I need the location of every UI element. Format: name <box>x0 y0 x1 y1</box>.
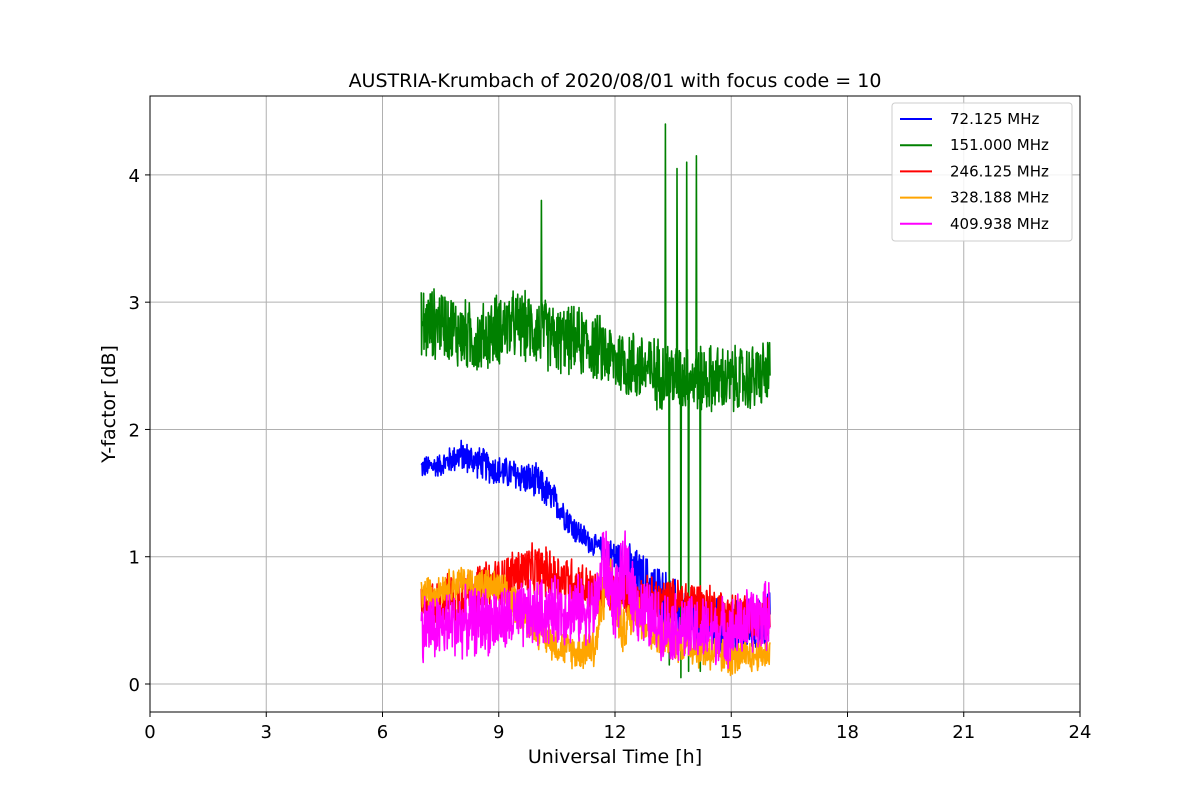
x-tick-label: 15 <box>720 722 743 743</box>
x-tick-label: 12 <box>604 722 627 743</box>
legend-box <box>891 102 1073 242</box>
series-line-4 <box>420 530 771 670</box>
y-axis-label: Y-factor [dB] <box>98 345 120 464</box>
x-tick-label: 24 <box>1069 722 1092 743</box>
x-tick-label: 3 <box>261 722 272 743</box>
legend-label: 328.188 MHz <box>950 189 1049 207</box>
x-axis-label: Universal Time [h] <box>528 746 702 768</box>
legend-label: 409.938 MHz <box>950 215 1049 233</box>
legend-label: 72.125 MHz <box>950 110 1039 128</box>
x-tick-label: 18 <box>836 722 859 743</box>
series-layer <box>420 123 771 679</box>
legend: 72.125 MHz 151.000 MHz 246.125 MHz 328.188 … <box>891 102 1073 242</box>
y-tick-label: 1 <box>129 548 140 569</box>
y-tick-label: 2 <box>129 420 140 441</box>
chart-title: AUSTRIA-Krumbach of 2020/08/01 with focu… <box>349 70 882 92</box>
y-tick-label: 3 <box>129 293 140 314</box>
legend-label: 151.000 MHz <box>950 136 1049 154</box>
y-tick-label: 4 <box>129 166 140 187</box>
legend-label: 246.125 MHz <box>950 162 1049 180</box>
series-line-1 <box>420 123 771 679</box>
x-tick-label: 0 <box>144 722 155 743</box>
x-tick-label: 21 <box>952 722 975 743</box>
x-tick-label: 9 <box>493 722 504 743</box>
x-tick-label: 6 <box>377 722 388 743</box>
y-tick-label: 0 <box>129 675 140 696</box>
